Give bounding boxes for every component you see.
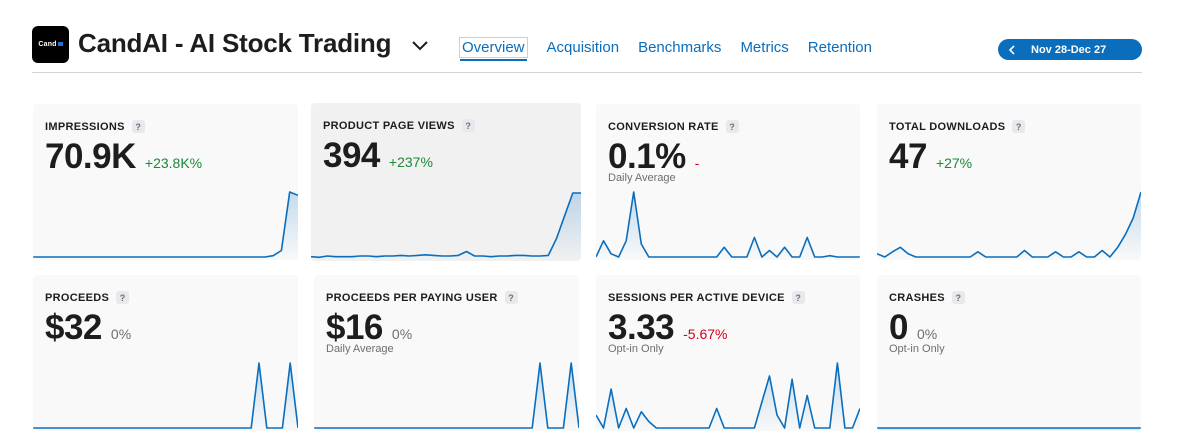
metric-value: $32 [45,308,102,347]
date-range-picker[interactable]: Nov 28-Dec 27 [998,39,1142,60]
app-header: Cand CandAI - AI Stock Trading Overview … [32,26,1142,73]
tab-retention[interactable]: Retention [807,39,872,56]
metric-value: 394 [323,136,380,175]
sparkline-chart [311,192,581,261]
chevron-down-icon[interactable] [410,35,430,55]
chevron-left-icon[interactable] [1002,44,1022,55]
metric-label: PRODUCT PAGE VIEWS? [323,119,475,132]
tab-acquisition[interactable]: Acquisition [546,39,620,56]
sparkline-area [877,192,1141,260]
metric-label: TOTAL DOWNLOADS? [889,120,1026,133]
sparkline-line [33,362,298,429]
metric-card-proceeds-per-paying-user[interactable]: PROCEEDS PER PAYING USER? $16 0% Daily A… [314,275,579,431]
app-title: CandAI - AI Stock Trading [78,28,392,58]
metric-subtitle: Opt-in Only [889,343,945,355]
sparkline-line [311,192,581,259]
metric-change: +23.8K% [144,155,203,171]
sparkline-chart [33,191,298,260]
metric-value: 3.33 [608,308,675,347]
date-range-label: Nov 28-Dec 27 [1031,43,1107,56]
sparkline-area [33,192,298,260]
sparkline-chart [877,427,1141,431]
metric-change: - [694,155,700,171]
sparkline-chart [596,191,860,260]
metric-label: CONVERSION RATE? [608,120,739,133]
metric-value: 0 [889,308,908,347]
metric-value: $16 [326,308,383,347]
help-icon[interactable]: ? [791,291,805,304]
help-icon[interactable]: ? [461,119,475,132]
metric-value: 0.1% [608,137,686,176]
sparkline-line [314,362,579,429]
metric-label: SESSIONS PER ACTIVE DEVICE? [608,291,805,304]
metric-label: IMPRESSIONS? [45,120,145,133]
sparkline-line [596,362,860,429]
metric-label: PROCEEDS? [45,291,130,304]
metric-card-crashes[interactable]: CRASHES? 0 0% Opt-in Only [877,275,1141,431]
metric-label: CRASHES? [889,291,965,304]
help-icon[interactable]: ? [116,291,130,304]
app-icon-label: Cand [38,41,63,48]
tab-overview[interactable]: Overview [459,37,528,61]
tab-bar: Overview Acquisition Benchmarks Metrics … [459,37,891,61]
metric-card-sessions-per-active-device[interactable]: SESSIONS PER ACTIVE DEVICE? 3.33 -5.67% … [596,275,860,431]
sparkline-area [596,192,860,260]
sparkline-chart [596,362,860,431]
metric-card-conversion-rate[interactable]: CONVERSION RATE? 0.1% - Daily Average [596,104,860,260]
metric-label: PROCEEDS PER PAYING USER? [326,291,518,304]
sparkline-area [596,363,860,431]
help-icon[interactable]: ? [131,120,145,133]
metric-card-impressions[interactable]: IMPRESSIONS? 70.9K +23.8K% [33,104,298,260]
sparkline-area [311,193,581,261]
sparkline-chart [33,362,298,431]
metric-change: 0% [391,326,413,342]
metric-change: 0% [110,326,132,342]
metric-card-total-downloads[interactable]: TOTAL DOWNLOADS? 47 +27% [877,104,1141,260]
help-icon[interactable]: ? [951,291,965,304]
sparkline-line [33,191,298,258]
tab-metrics[interactable]: Metrics [740,39,789,56]
metric-change: -5.67% [683,326,728,342]
tab-benchmarks[interactable]: Benchmarks [638,39,722,56]
help-icon[interactable]: ? [504,291,518,304]
metric-change: 0% [916,326,938,342]
app-icon[interactable]: Cand [32,26,69,63]
metric-change: +27% [935,155,973,171]
metric-subtitle: Daily Average [326,343,394,355]
help-icon[interactable]: ? [1012,120,1026,133]
sparkline-line [877,191,1141,258]
metric-card-product-page-views[interactable]: PRODUCT PAGE VIEWS? 394 +237% [311,103,581,261]
sparkline-line [596,191,860,258]
metric-value: 70.9K [45,137,136,176]
sparkline-chart [877,191,1141,260]
metric-value: 47 [889,137,927,176]
metric-subtitle: Daily Average [608,172,676,184]
sparkline-chart [314,362,579,431]
help-icon[interactable]: ? [725,120,739,133]
metric-card-proceeds[interactable]: PROCEEDS? $32 0% [33,275,298,431]
metric-change: +237% [388,154,433,170]
metric-subtitle: Opt-in Only [608,343,664,355]
